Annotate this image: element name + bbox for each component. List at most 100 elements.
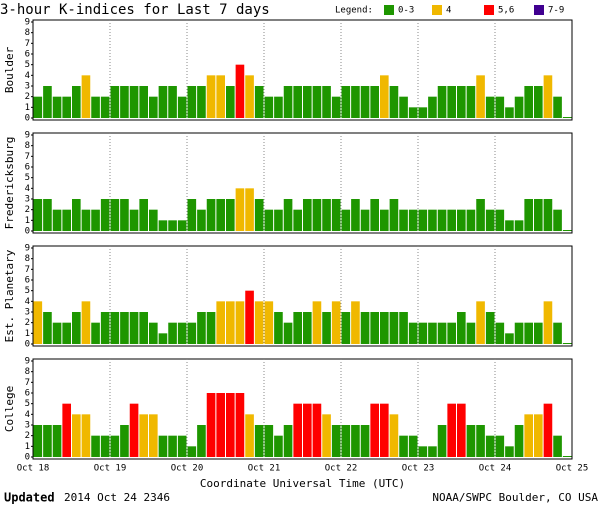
bar [81, 75, 91, 118]
panel-frame [32, 245, 573, 347]
bar [197, 425, 206, 457]
bar [264, 425, 274, 457]
x-tick-label: Oct 21 [248, 464, 281, 474]
y-tick-label: 2 [25, 318, 30, 328]
bar [514, 96, 524, 118]
bar [534, 414, 543, 457]
bar [495, 209, 505, 231]
bar [428, 322, 437, 344]
bar [399, 312, 408, 344]
bar [331, 425, 341, 457]
bar [235, 393, 245, 457]
bar [380, 312, 389, 344]
bar [129, 86, 139, 118]
bar [216, 301, 225, 344]
bar [158, 86, 168, 118]
y-tick-label: 3 [25, 82, 30, 92]
bar [418, 446, 428, 457]
bar [437, 209, 447, 231]
bar [408, 209, 418, 231]
bar [72, 86, 81, 118]
bar [495, 96, 505, 118]
bar [457, 209, 466, 231]
y-tick-label: 2 [25, 92, 30, 102]
bar [235, 188, 245, 231]
y-tick-label: 6 [25, 163, 30, 173]
bar [168, 220, 177, 231]
bar [322, 86, 331, 118]
y-tick-label: 9 [25, 357, 30, 367]
bar [351, 301, 360, 344]
bar [331, 301, 341, 344]
bar [91, 96, 100, 118]
bar [274, 312, 283, 344]
bar [341, 312, 351, 344]
bar [177, 220, 187, 231]
bar [110, 312, 120, 344]
y-tick-label: 3 [25, 308, 30, 318]
bar [562, 117, 572, 118]
bar [216, 393, 225, 457]
bar [485, 312, 495, 344]
y-tick-label: 1 [25, 103, 30, 113]
bar [187, 322, 197, 344]
legend-swatch [484, 5, 494, 15]
y-tick-label: 5 [25, 286, 30, 296]
y-tick-label: 1 [25, 216, 30, 226]
bar [399, 96, 408, 118]
y-tick-label: 7 [25, 39, 30, 49]
bar [447, 403, 456, 457]
legend-title: Legend: [335, 6, 373, 16]
bar [264, 301, 274, 344]
bar [274, 96, 283, 118]
bar [389, 414, 399, 457]
bar [457, 403, 466, 457]
x-tick-label: Oct 25 [556, 464, 589, 474]
y-axis-label: College [3, 386, 16, 432]
bar [534, 86, 543, 118]
bar [476, 75, 485, 118]
bar [245, 188, 254, 231]
bar [100, 435, 110, 457]
bar [389, 86, 399, 118]
y-tick-label: 5 [25, 173, 30, 183]
bar [43, 312, 52, 344]
bar [514, 322, 524, 344]
bar [303, 403, 312, 457]
y-tick-label: 7 [25, 378, 30, 388]
bar [72, 414, 81, 457]
bar [485, 435, 495, 457]
y-tick-label: 7 [25, 152, 30, 162]
y-tick-label: 7 [25, 265, 30, 275]
y-tick-label: 2 [25, 431, 30, 441]
bar [466, 209, 476, 231]
bar [206, 75, 216, 118]
legend-label: 0-3 [398, 6, 414, 16]
y-tick-label: 6 [25, 50, 30, 60]
bar [62, 322, 71, 344]
y-tick-label: 6 [25, 276, 30, 286]
bar [457, 86, 466, 118]
bar [274, 435, 283, 457]
y-tick-label: 5 [25, 60, 30, 70]
bar [495, 322, 505, 344]
bar [216, 75, 225, 118]
bar [543, 403, 553, 457]
bar [52, 96, 62, 118]
bar [293, 312, 302, 344]
bar [293, 86, 302, 118]
bar [254, 86, 264, 118]
bar [543, 75, 553, 118]
bar [303, 199, 312, 231]
bar [514, 220, 524, 231]
bar [370, 199, 379, 231]
bar [351, 86, 360, 118]
bar [466, 322, 476, 344]
y-tick-label: 9 [25, 18, 30, 28]
bar [524, 414, 533, 457]
bar [562, 230, 572, 231]
bar [264, 209, 274, 231]
bar [351, 425, 360, 457]
bar [505, 107, 514, 118]
bar [129, 312, 139, 344]
